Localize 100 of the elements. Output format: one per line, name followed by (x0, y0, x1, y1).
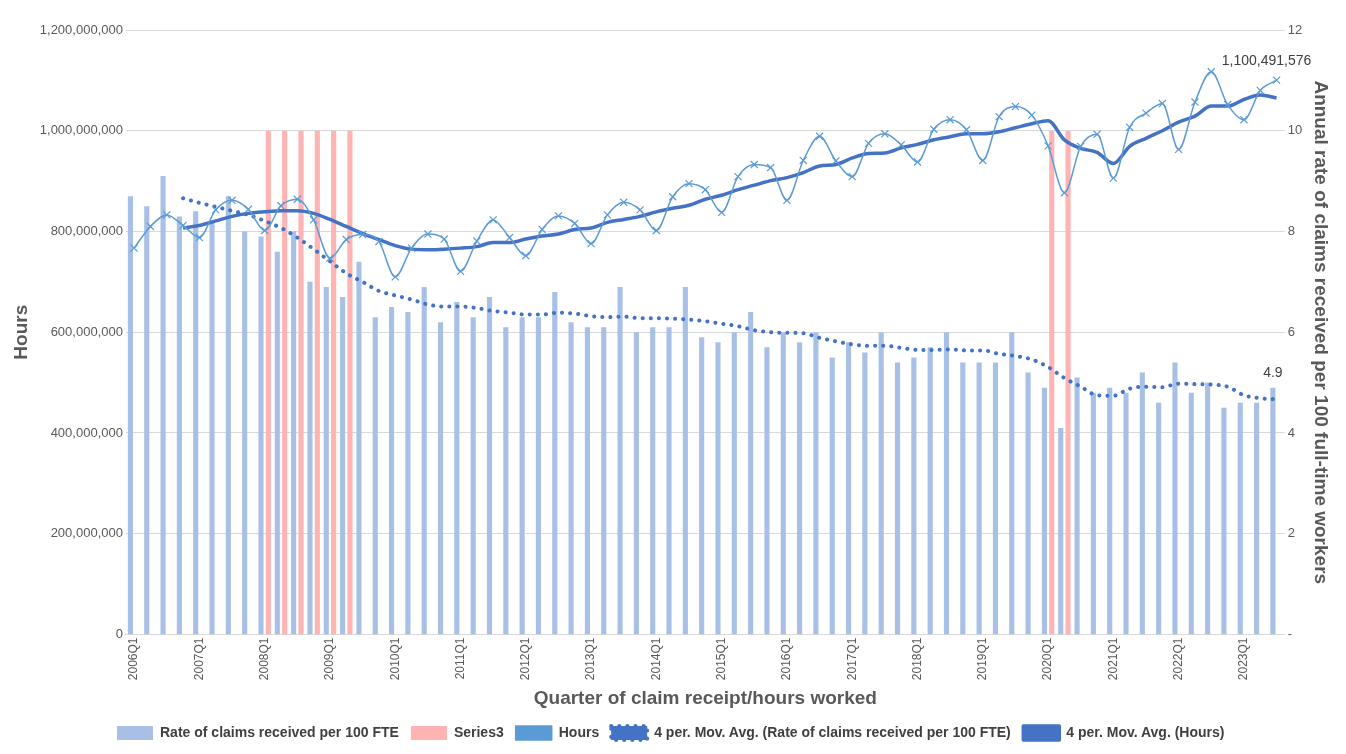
y-tick-label: 0 (115, 626, 123, 642)
x-tick-label: 2008Q1 (256, 637, 271, 681)
x-tick-label: 2014Q1 (648, 637, 663, 681)
bar (633, 332, 639, 635)
bar (144, 206, 150, 635)
x-tick-label: 2020Q1 (1040, 637, 1055, 681)
bar (265, 130, 271, 635)
bar (1049, 130, 1055, 635)
bar (1065, 130, 1071, 635)
x-tick-label: 2017Q1 (844, 637, 859, 681)
x-tick-label: 2023Q1 (1236, 637, 1251, 681)
bar (878, 332, 884, 635)
x-tick-label: 2016Q1 (779, 637, 794, 681)
bar (682, 286, 688, 635)
bar (1188, 392, 1194, 635)
y-tick-label: 1,000,000,000 (39, 122, 123, 138)
bar (1025, 372, 1031, 635)
y-tick-label: 1,200,000,000 (39, 21, 123, 37)
bar (976, 362, 982, 635)
bar (242, 231, 248, 635)
legend-label: Hours (558, 723, 600, 740)
x-tick-label: 2011Q1 (452, 637, 467, 680)
y-tick-label: 200,000,000 (50, 525, 123, 541)
data-label: 4.9 (1263, 363, 1283, 380)
bar (421, 286, 427, 635)
bar (193, 211, 199, 635)
bar (347, 130, 353, 635)
bar (1270, 387, 1276, 635)
y2-tick-label: 6 (1287, 323, 1295, 339)
x-tick-label: 2021Q1 (1105, 637, 1120, 681)
legend-label: Series3 (453, 723, 504, 740)
x-tick-label: 2018Q1 (909, 637, 924, 681)
x-tick-label: 2006Q1 (126, 637, 141, 681)
bar (1041, 387, 1047, 635)
bar (584, 327, 590, 635)
bar (568, 322, 574, 635)
bar (298, 130, 304, 635)
bar (1058, 427, 1064, 635)
x-tick-label: 2015Q1 (713, 637, 728, 681)
bar (731, 332, 737, 635)
bar (1107, 387, 1113, 635)
bar (258, 236, 264, 635)
y-tick-label: 800,000,000 (50, 223, 123, 239)
bar (535, 317, 542, 635)
bar (797, 342, 803, 635)
bar (943, 332, 950, 635)
bar (862, 352, 868, 635)
x-tick-label: 2013Q1 (583, 637, 598, 681)
bar (314, 130, 320, 635)
y2-axis-title: Annual rate of claims received per 100 full-time workers (1311, 80, 1333, 585)
bar (405, 312, 411, 635)
bar (127, 196, 133, 635)
bar (1205, 382, 1211, 635)
bar (176, 216, 182, 635)
bar (552, 291, 558, 635)
x-tick-label: 2007Q1 (191, 637, 206, 681)
bar (666, 327, 672, 635)
bar (1221, 407, 1227, 635)
bar (829, 357, 835, 635)
bar (1237, 402, 1243, 635)
y2-tick-label: 4 (1287, 424, 1295, 440)
bar (209, 221, 215, 635)
legend-label: Rate of claims received per 100 FTE (160, 723, 399, 740)
data-label: 1,100,491,576 (1221, 51, 1312, 68)
bar (1123, 392, 1129, 635)
bar (845, 342, 852, 635)
x-tick-label: 2022Q1 (1170, 637, 1185, 681)
x-axis-title: Quarter of claim receipt/hours worked (533, 686, 877, 708)
bar (372, 317, 378, 635)
bar (486, 296, 493, 635)
bar (225, 196, 231, 635)
y-tick-label: 400,000,000 (50, 424, 123, 440)
bar (470, 317, 476, 635)
bar (282, 130, 288, 635)
y-tick-label: 600,000,000 (50, 323, 123, 339)
bar (617, 286, 623, 635)
y2-tick-label: - (1287, 626, 1293, 642)
bar (307, 281, 313, 635)
bar (1139, 372, 1145, 635)
bar (519, 317, 525, 635)
bar (699, 337, 705, 635)
bar (894, 362, 901, 635)
x-tick-label: 2010Q1 (387, 637, 402, 681)
y2-tick-label: 2 (1287, 525, 1295, 541)
bar (780, 332, 786, 635)
y2-tick-label: 10 (1287, 122, 1303, 138)
bar (748, 312, 754, 635)
bar (1090, 392, 1096, 635)
bar (960, 362, 966, 635)
bar (715, 342, 721, 635)
bar (437, 322, 444, 635)
y2-tick-label: 12 (1287, 21, 1303, 37)
bar (160, 176, 166, 635)
bar (1009, 332, 1015, 635)
bar (388, 307, 395, 635)
bar (1156, 402, 1162, 635)
bar (356, 261, 362, 635)
bar (291, 231, 297, 635)
legend-label: 4 per. Mov. Avg. (Rate of claims received per 100 FTE) (654, 723, 1011, 740)
bar (454, 302, 460, 635)
